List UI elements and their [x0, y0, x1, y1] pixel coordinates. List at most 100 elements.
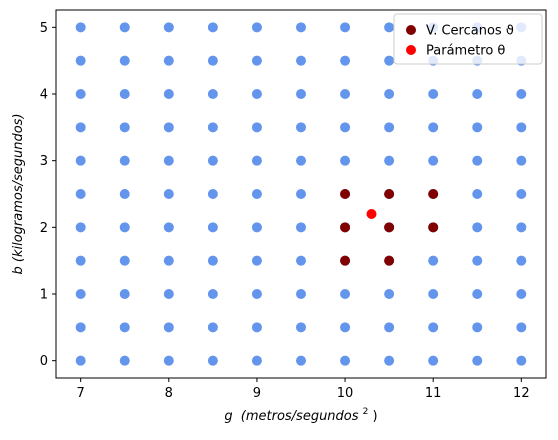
grid-point — [76, 22, 86, 32]
grid-point — [296, 222, 306, 232]
grid-point — [208, 89, 218, 99]
grid-point — [296, 256, 306, 266]
x-tick-label: 11 — [425, 386, 442, 401]
grid-point — [120, 89, 130, 99]
grid-point — [428, 122, 438, 132]
grid-point — [428, 356, 438, 366]
x-tick-label: 10 — [337, 386, 354, 401]
neighbor-points-layer — [340, 189, 438, 266]
x-axis-label: g (metros/segundos 2 ) — [224, 403, 377, 424]
grid-point — [384, 89, 394, 99]
grid-point — [384, 122, 394, 132]
grid-point — [384, 22, 394, 32]
y-tick-label: 3 — [40, 154, 48, 169]
grid-point — [252, 56, 262, 66]
legend-marker-parameter — [406, 45, 416, 55]
grid-point — [76, 122, 86, 132]
grid-point — [164, 56, 174, 66]
x-axis-ticks: 7 8 9 10 11 12 — [77, 378, 530, 401]
grid-point — [164, 89, 174, 99]
grid-point — [340, 356, 350, 366]
grid-point — [340, 156, 350, 166]
grid-point — [164, 222, 174, 232]
grid-point — [516, 289, 526, 299]
neighbor-point — [340, 222, 350, 232]
neighbor-point — [384, 222, 394, 232]
grid-point — [252, 322, 262, 332]
grid-point — [120, 122, 130, 132]
grid-point — [296, 189, 306, 199]
grid-point — [164, 256, 174, 266]
grid-points-layer — [76, 22, 527, 365]
y-tick-label: 0 — [40, 354, 48, 369]
parameter-point-layer — [367, 209, 377, 219]
grid-point — [164, 289, 174, 299]
grid-point — [384, 56, 394, 66]
grid-point — [76, 322, 86, 332]
grid-point — [208, 289, 218, 299]
grid-point — [76, 256, 86, 266]
neighbor-point — [428, 222, 438, 232]
parameter-point — [367, 209, 377, 219]
grid-point — [472, 189, 482, 199]
grid-point — [516, 322, 526, 332]
grid-point — [472, 322, 482, 332]
grid-point — [76, 189, 86, 199]
y-tick-label: 2 — [40, 221, 48, 236]
grid-point — [296, 56, 306, 66]
grid-point — [472, 256, 482, 266]
grid-point — [516, 156, 526, 166]
grid-point — [472, 289, 482, 299]
grid-point — [516, 222, 526, 232]
grid-point — [252, 22, 262, 32]
neighbor-point — [384, 189, 394, 199]
grid-point — [164, 356, 174, 366]
grid-point — [384, 156, 394, 166]
grid-point — [76, 56, 86, 66]
grid-point — [164, 122, 174, 132]
x-axis-label-exp: 2 — [363, 407, 369, 417]
grid-point — [120, 356, 130, 366]
grid-point — [340, 89, 350, 99]
grid-point — [208, 222, 218, 232]
grid-point — [296, 322, 306, 332]
grid-point — [428, 256, 438, 266]
grid-point — [472, 122, 482, 132]
grid-point — [76, 356, 86, 366]
grid-point — [120, 289, 130, 299]
y-axis-ticks: 0 1 2 3 4 5 — [40, 21, 56, 369]
grid-point — [120, 156, 130, 166]
grid-point — [76, 289, 86, 299]
grid-point — [384, 322, 394, 332]
grid-point — [120, 322, 130, 332]
grid-point — [296, 122, 306, 132]
grid-point — [208, 156, 218, 166]
grid-point — [472, 356, 482, 366]
grid-point — [252, 356, 262, 366]
x-axis-label-close: ) — [373, 409, 378, 424]
grid-point — [120, 56, 130, 66]
y-tick-label: 4 — [40, 88, 48, 103]
grid-point — [340, 56, 350, 66]
grid-point — [208, 356, 218, 366]
x-axis-label-units: (metros/segundos — [241, 409, 359, 424]
grid-point — [208, 322, 218, 332]
neighbor-point — [428, 189, 438, 199]
grid-point — [208, 56, 218, 66]
grid-point — [164, 156, 174, 166]
grid-point — [428, 322, 438, 332]
grid-point — [296, 89, 306, 99]
grid-point — [472, 222, 482, 232]
grid-point — [164, 322, 174, 332]
grid-point — [472, 89, 482, 99]
grid-point — [516, 89, 526, 99]
grid-point — [340, 22, 350, 32]
grid-point — [120, 22, 130, 32]
grid-point — [252, 156, 262, 166]
grid-point — [208, 256, 218, 266]
grid-point — [164, 189, 174, 199]
grid-point — [516, 256, 526, 266]
grid-point — [76, 89, 86, 99]
y-tick-label: 5 — [40, 21, 48, 36]
